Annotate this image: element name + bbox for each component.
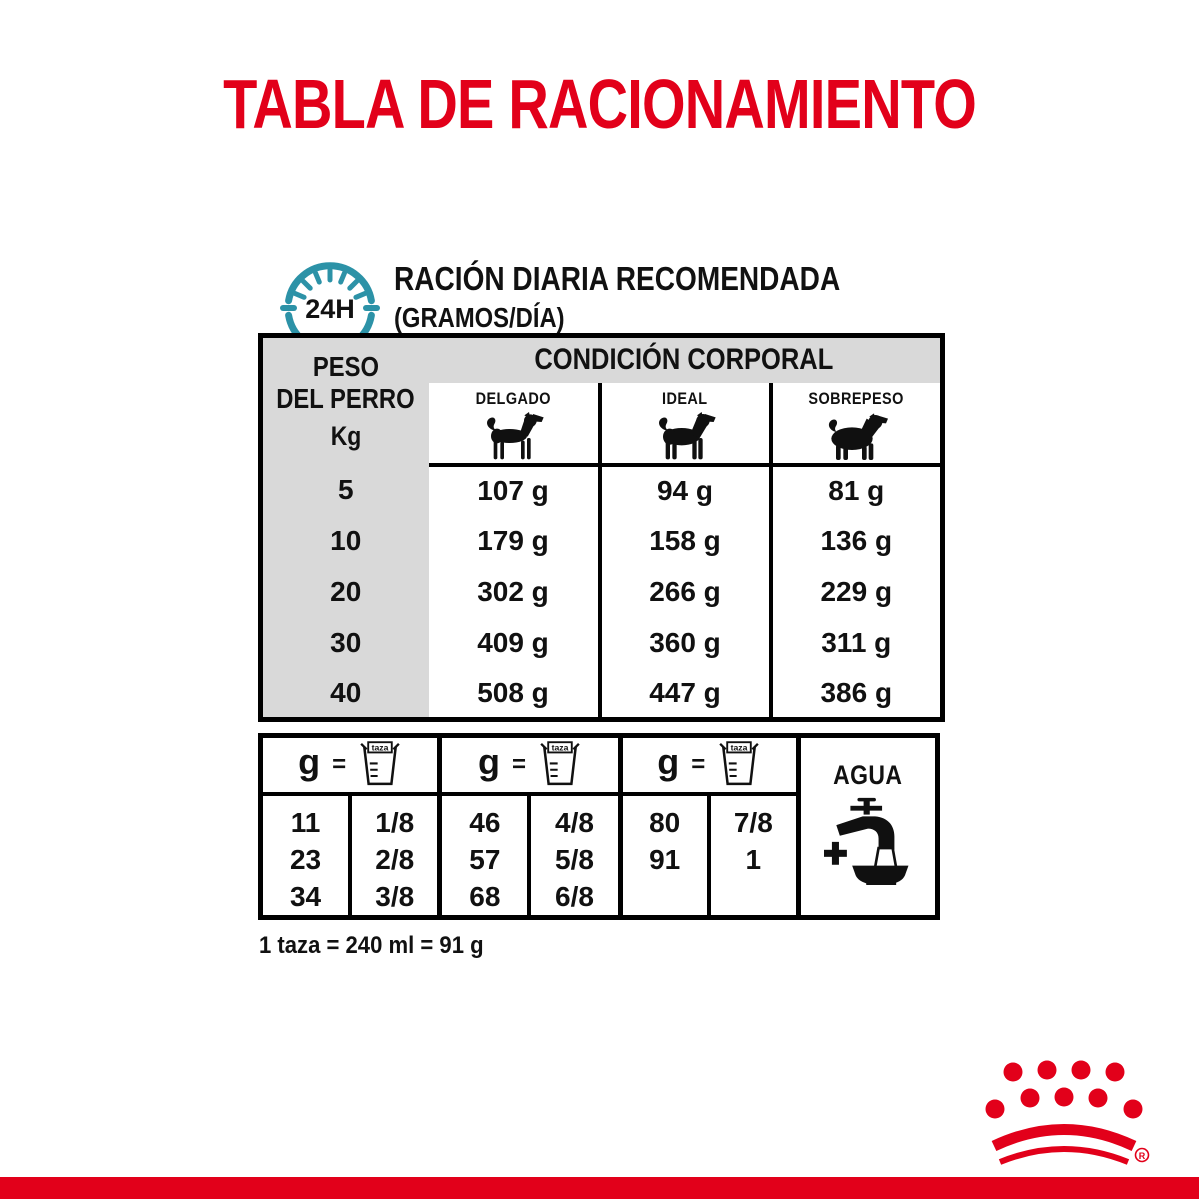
water-column: AGUA: [795, 735, 938, 917]
ration-delgado: 302 g: [477, 576, 549, 607]
ration-sobrepeso: 81 g: [768, 464, 943, 516]
measuring-cup-icon: taza: [719, 741, 759, 785]
grams-label: g: [298, 740, 321, 782]
cup-equivalence-note: 1 taza = 240 ml = 91 g: [259, 932, 484, 959]
column-sobrepeso-label: SOBREPESO: [808, 388, 904, 408]
grams-values: 80 91: [617, 793, 709, 917]
table-row: 30 409 g 360 g 311 g: [260, 617, 943, 669]
overweight-dog-icon: [829, 412, 889, 460]
ration-table: PESO DEL PERRO Kg CONDICIÓN CORPORAL DEL…: [258, 333, 946, 722]
equals-sign: =: [332, 750, 347, 778]
column-ideal-label: IDEAL: [662, 388, 708, 408]
grams-cup-header: g = taza: [617, 735, 799, 796]
subtitle-line1: RACIÓN DIARIA RECOMENDADA: [394, 260, 841, 297]
weight-value: 5: [260, 464, 429, 516]
grams-values: 11 23 34: [289, 806, 322, 912]
weight-value: 30: [260, 617, 429, 669]
svg-text:taza: taza: [731, 742, 748, 752]
column-ideal: IDEAL: [597, 382, 771, 467]
cup-values: 7/8 1: [706, 793, 799, 917]
page-title: TABLA DE RACIONAMIENTO: [0, 64, 1199, 144]
column-sobrepeso: SOBREPESO: [768, 382, 943, 467]
column-delgado-label: DELGADO: [475, 388, 551, 408]
svg-text:R: R: [1139, 1151, 1146, 1161]
weight-value: 10: [260, 515, 429, 567]
ration-ideal: 447 g: [597, 668, 771, 720]
cup-conversion-table: g = taza g =: [258, 733, 940, 920]
column-delgado: DELGADO: [428, 382, 600, 467]
water-label: AGUA: [833, 760, 903, 790]
ration-ideal: 360 g: [597, 617, 771, 669]
ration-delgado: 409 g: [477, 627, 549, 658]
ration-delgado: 107 g: [477, 475, 549, 506]
grams-values: 46 57 68: [437, 793, 530, 917]
ration-delgado: 508 g: [477, 676, 549, 708]
grams-cup-header: g = taza: [260, 735, 440, 796]
svg-text:taza: taza: [372, 742, 389, 752]
clock-24h-icon: 24H: [280, 262, 380, 354]
ration-sobrepeso: 386 g: [768, 668, 943, 720]
weight-value: 20: [260, 566, 429, 618]
grams-cup-header: g = taza: [437, 735, 621, 796]
cup-values: 4/8 5/8 6/8: [527, 793, 621, 917]
page-title-text: TABLA DE RACIONAMIENTO: [223, 65, 977, 143]
subtitle-line2: (GRAMOS/DÍA): [394, 301, 565, 333]
ration-sobrepeso: 311 g: [768, 617, 943, 669]
ration-ideal: 158 g: [597, 515, 771, 567]
weight-header-cell: PESO DEL PERRO Kg: [260, 335, 429, 465]
bottom-red-bar: [0, 1177, 1199, 1199]
royal-canin-crown-logo: R: [985, 1060, 1150, 1165]
ration-ideal: 266 g: [597, 566, 771, 618]
table-row: 5 107 g 94 g 81 g: [260, 464, 943, 516]
weight-header-unit: Kg: [330, 420, 362, 451]
cup-values: 1/8 2/8 3/8: [348, 793, 440, 917]
body-condition-header-cell: CONDICIÓN CORPORAL: [428, 335, 943, 383]
clock-24h-label: 24H: [305, 294, 355, 324]
ration-sobrepeso: 136 g: [768, 515, 943, 567]
table-row: 20 302 g 266 g 229 g: [260, 566, 943, 618]
table-row: 10 179 g 158 g 136 g: [260, 515, 943, 567]
svg-text:taza: taza: [552, 742, 569, 752]
table-row: 40 508 g 447 g 386 g: [260, 668, 943, 720]
subtitle-block: RACIÓN DIARIA RECOMENDADA (GRAMOS/DÍA): [394, 260, 919, 334]
measuring-cup-icon: taza: [360, 741, 400, 785]
ration-ideal: 94 g: [597, 464, 771, 516]
measuring-cup-icon: taza: [540, 741, 580, 785]
slim-dog-icon: [487, 411, 544, 459]
ration-delgado: 179 g: [477, 525, 549, 556]
ideal-dog-icon: [659, 411, 716, 459]
registered-trademark-icon: R: [1134, 1147, 1150, 1163]
body-condition-header: CONDICIÓN CORPORAL: [534, 343, 834, 377]
weight-header-line1: PESO: [312, 351, 379, 383]
ration-sobrepeso: 229 g: [768, 566, 943, 618]
water-faucet-icon: [823, 797, 909, 885]
weight-header-line2: DEL PERRO: [276, 382, 415, 414]
weight-value: 40: [260, 668, 429, 720]
